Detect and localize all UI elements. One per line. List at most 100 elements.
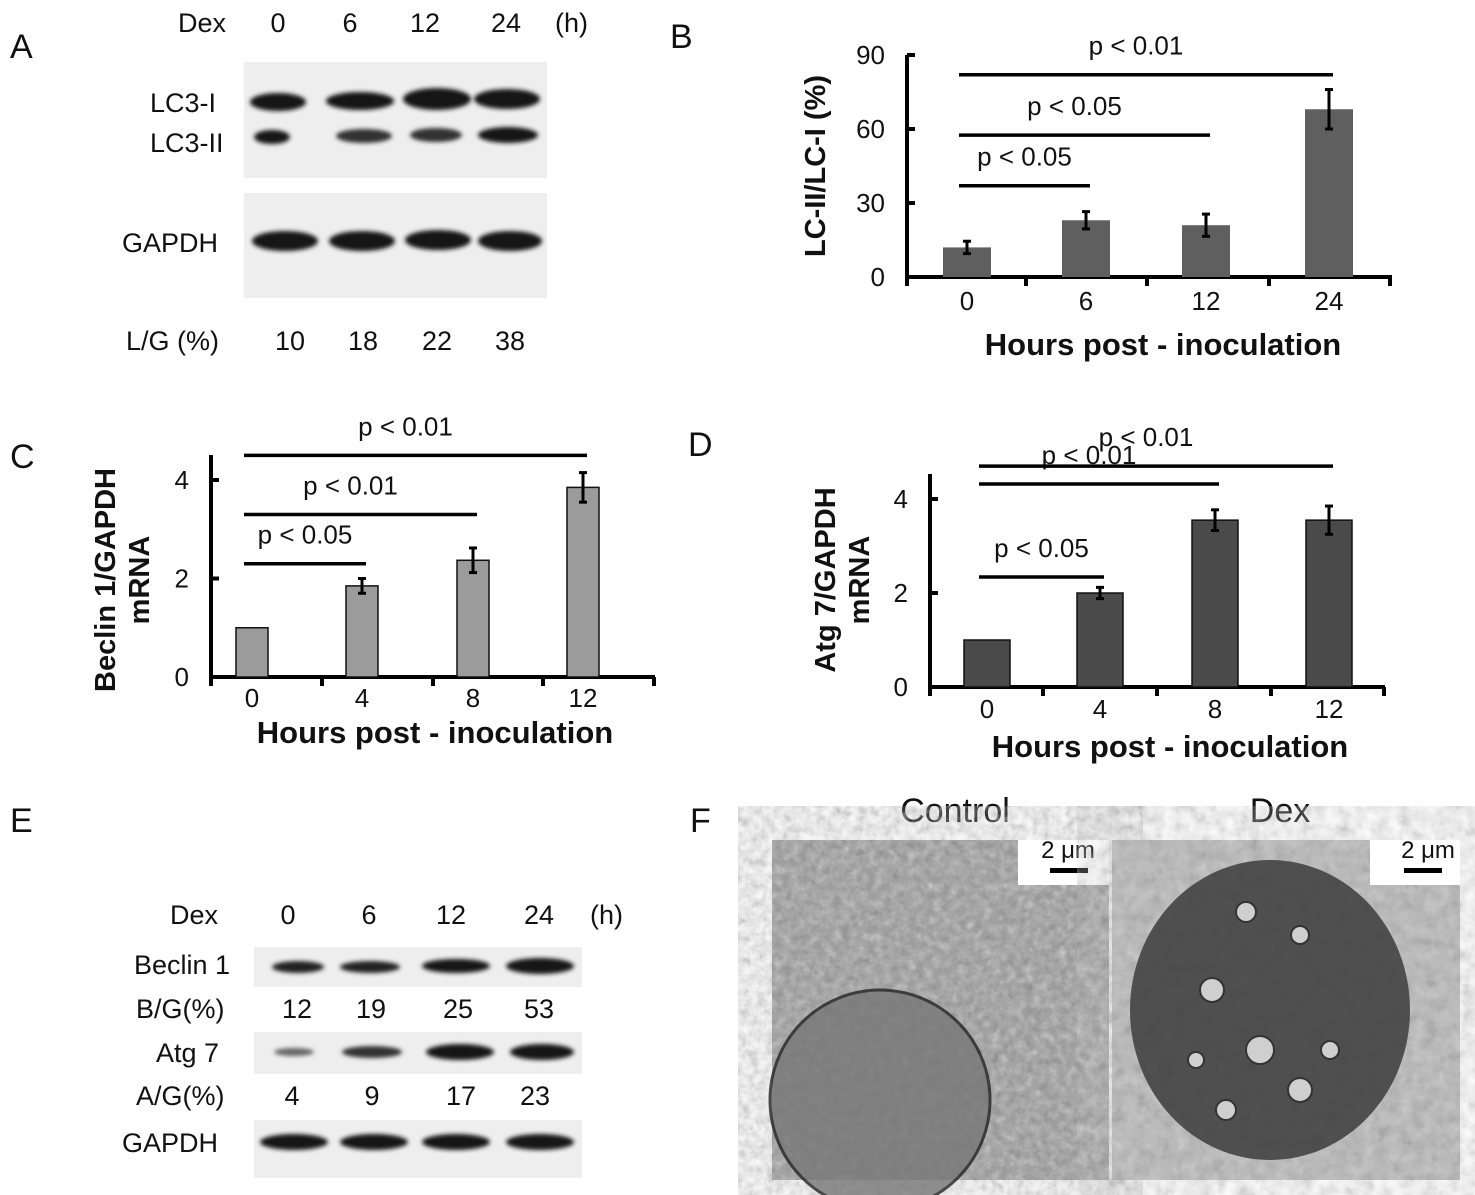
x-tick-label: 4 <box>355 683 369 713</box>
significance-label: p < 0.01 <box>303 470 398 500</box>
scale-bar-label: 2 μm <box>1041 837 1095 864</box>
band-atg7 <box>426 1044 494 1060</box>
band-gapdh <box>478 231 542 251</box>
band-atg7 <box>274 1048 314 1056</box>
band-lc3-ii <box>336 129 392 143</box>
x-axis-label: Hours post - inoculation <box>985 327 1342 362</box>
y-axis-label-line: mRNA <box>124 536 156 625</box>
bar <box>566 486 600 678</box>
timepoint-label: 6 <box>342 8 357 38</box>
ratio-value: 22 <box>422 326 452 356</box>
scale-bar <box>1404 868 1442 873</box>
blot-membrane <box>244 62 547 178</box>
dex-label: Dex <box>178 8 227 38</box>
y-axis-label: LC-II/LC-I (%) <box>800 75 832 257</box>
x-tick-label: 8 <box>466 683 480 713</box>
band-lc3-i <box>326 92 394 110</box>
x-tick-label: 8 <box>1208 694 1222 724</box>
significance-label: p < 0.05 <box>994 533 1089 563</box>
significance-label: p < 0.05 <box>258 520 353 550</box>
timepoint-label: 6 <box>361 900 376 930</box>
y-tick-label: 4 <box>894 484 908 514</box>
band-atg7 <box>342 1046 402 1058</box>
y-axis-label: Beclin 1/GAPDHmRNA <box>90 468 156 692</box>
panel-letter-d: D <box>688 426 713 464</box>
timepoint-label: 0 <box>280 900 295 930</box>
band-label-beclin1: Beclin 1 <box>134 950 230 980</box>
x-tick-label: 0 <box>980 694 994 724</box>
band-atg7 <box>510 1044 574 1060</box>
panel-a-western-blot: Dex 0 6 12 24 (h) LC3-I LC3-II GAPDH L/G… <box>122 8 588 356</box>
panel-letter-a: A <box>10 28 33 66</box>
band-label-atg7: Atg 7 <box>156 1038 219 1068</box>
unit-label: (h) <box>590 900 623 930</box>
band-beclin1 <box>422 959 490 973</box>
band-label-gapdh: GAPDH <box>122 1128 218 1158</box>
y-tick-label: 2 <box>175 564 189 594</box>
x-tick-label: 12 <box>1192 286 1221 316</box>
unit-label: (h) <box>555 8 588 38</box>
x-tick-label: 4 <box>1093 694 1107 724</box>
timepoint-label: 12 <box>410 8 440 38</box>
bar <box>1076 592 1124 688</box>
x-tick-label: 12 <box>1315 694 1344 724</box>
bar <box>235 627 269 678</box>
band-label-lc3-i: LC3-I <box>150 88 216 118</box>
ratio-value: 12 <box>282 994 312 1024</box>
y-tick-label: 4 <box>175 465 189 495</box>
ag-ratio-label: A/G(%) <box>136 1081 225 1111</box>
ratio-value: 53 <box>524 994 554 1024</box>
chart-panel-c: 0 2 4 0 4 8 12 p < 0.05 p < 0.01 p < 0.01 Hours po… <box>90 411 656 750</box>
x-axis-label: Hours post - inoculation <box>257 715 614 750</box>
x-tick-label: 6 <box>1079 286 1093 316</box>
control-title: Control <box>900 792 1010 830</box>
panel-letter-b: B <box>670 18 693 56</box>
band-gapdh <box>405 230 471 250</box>
band-lc3-i <box>403 88 471 110</box>
em-image-control: 2 μm <box>768 837 1109 1195</box>
timepoint-label: 24 <box>491 8 521 38</box>
bar <box>1305 109 1353 278</box>
band-lc3-i <box>474 89 540 109</box>
significance-label: p < 0.05 <box>1027 91 1122 121</box>
chart-panel-b: 0 30 60 90 0 6 12 24 p < 0.05 p < 0.05 p < 0.01 Hou… <box>800 31 1392 362</box>
band-label-gapdh: GAPDH <box>122 228 218 258</box>
dex-title: Dex <box>1250 792 1310 830</box>
panel-letter-c: C <box>10 438 35 476</box>
y-axis-label-line: Atg 7/GAPDH <box>810 487 842 672</box>
scale-bar-label: 2 μm <box>1401 837 1455 864</box>
band-lc3-ii <box>478 127 538 143</box>
x-axis-label: Hours post - inoculation <box>992 729 1349 764</box>
bg-ratio-label: B/G(%) <box>136 994 225 1024</box>
panel-letter-f: F <box>690 802 711 840</box>
band-gapdh <box>260 1134 328 1150</box>
y-tick-label: 0 <box>175 662 189 692</box>
bar <box>1305 519 1353 688</box>
y-tick-label: 0 <box>894 672 908 702</box>
significance-label: p < 0.05 <box>977 142 1072 172</box>
y-axis-label-line: mRNA <box>844 536 876 625</box>
ratio-value: 18 <box>348 326 378 356</box>
bar <box>1191 519 1239 688</box>
significance-label: p < 0.01 <box>1099 422 1194 452</box>
y-axis-label-line: Beclin 1/GAPDH <box>90 468 122 692</box>
bar <box>345 585 379 678</box>
significance-label: p < 0.01 <box>358 411 453 441</box>
ratio-value: 10 <box>275 326 305 356</box>
ratio-value: 17 <box>446 1081 476 1111</box>
y-axis-label: Atg 7/GAPDHmRNA <box>810 487 876 672</box>
em-image-dex: 2 μm <box>1112 837 1460 1180</box>
panel-letter-e: E <box>10 802 33 840</box>
band-lc3-i <box>250 93 306 111</box>
y-tick-label: 0 <box>871 262 885 292</box>
panel-f-em-images: Control Dex 2 μm 2 μm <box>768 792 1460 1195</box>
timepoint-label: 24 <box>524 900 554 930</box>
x-tick-label: 12 <box>569 683 598 713</box>
band-gapdh <box>422 1134 490 1150</box>
band-gapdh <box>340 1134 408 1150</box>
significance-label: p < 0.01 <box>1089 31 1184 61</box>
ratio-label: L/G (%) <box>126 326 219 356</box>
band-beclin1 <box>272 961 324 973</box>
